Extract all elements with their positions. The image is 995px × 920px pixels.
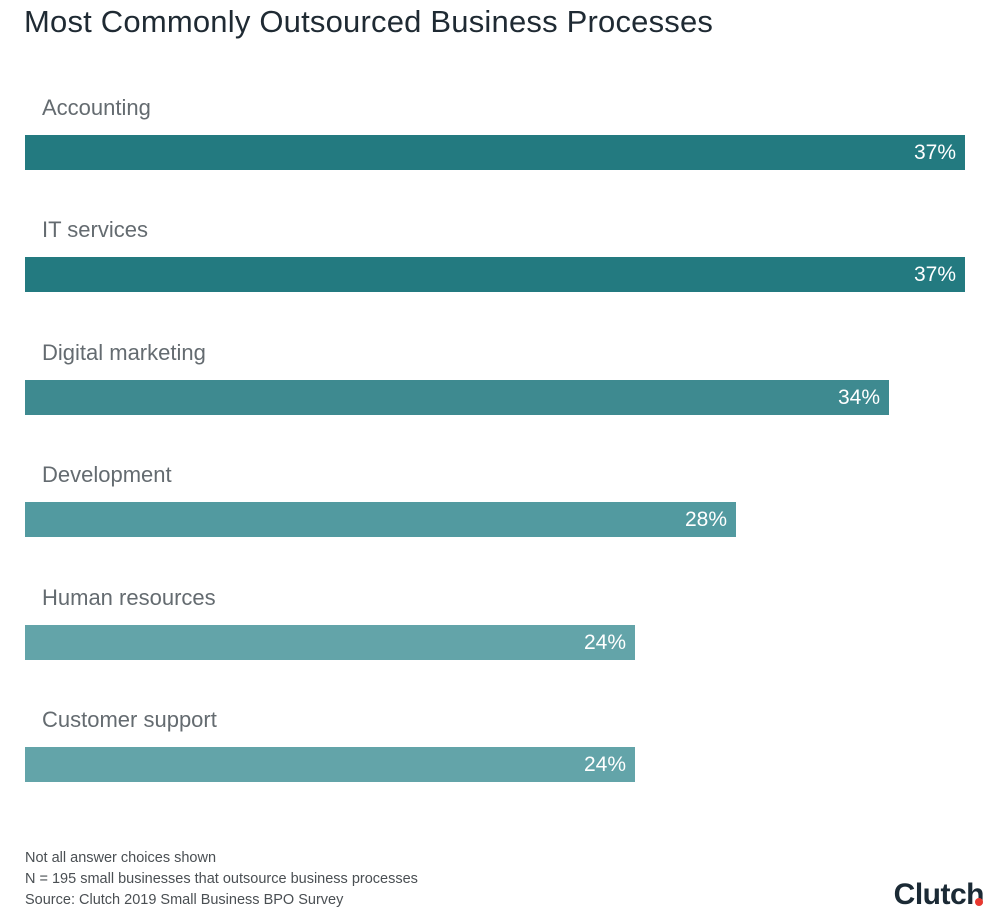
- bar-human-resources: [25, 624, 635, 660]
- category-label-accounting: Accounting: [42, 95, 151, 120]
- bar-development: [25, 502, 736, 538]
- value-label-human-resources: 24%: [583, 630, 626, 654]
- footnote-source: Source: Clutch 2019 Small Business BPO S…: [25, 892, 344, 908]
- bar-it-services: [25, 257, 965, 293]
- clutch-logo-dot: [975, 898, 983, 906]
- clutch-logo: Clutch: [893, 878, 985, 912]
- bar-accounting: [25, 135, 965, 170]
- category-label-human-resources: Human resources: [42, 584, 216, 610]
- chart-title: Most Commonly Outsourced Business Proces…: [24, 4, 714, 39]
- bar-customer-support: [25, 747, 635, 782]
- footnote-answers-note: Not all answer choices shown: [25, 850, 217, 866]
- value-label-accounting: 37%: [913, 141, 956, 164]
- category-label-digital-marketing: Digital marketing: [42, 339, 206, 365]
- footnote-sample-size: N = 195 small businesses that outsource …: [25, 871, 418, 887]
- footnotes: Not all answer choices shown N = 195 sma…: [25, 848, 418, 911]
- clutch-logo-text: Clutch: [893, 878, 985, 911]
- category-label-development: Development: [42, 462, 172, 488]
- category-label-it-services: IT services: [42, 217, 148, 243]
- value-label-customer-support: 24%: [583, 753, 626, 776]
- value-label-digital-marketing: 34%: [837, 385, 880, 409]
- category-label-customer-support: Customer support: [42, 707, 217, 732]
- value-label-it-services: 37%: [913, 263, 956, 287]
- bar-digital-marketing: [25, 379, 889, 415]
- bar-chart-area: Accounting 37% IT services 37% Digital marke…: [25, 95, 965, 782]
- value-label-development: 28%: [684, 508, 727, 532]
